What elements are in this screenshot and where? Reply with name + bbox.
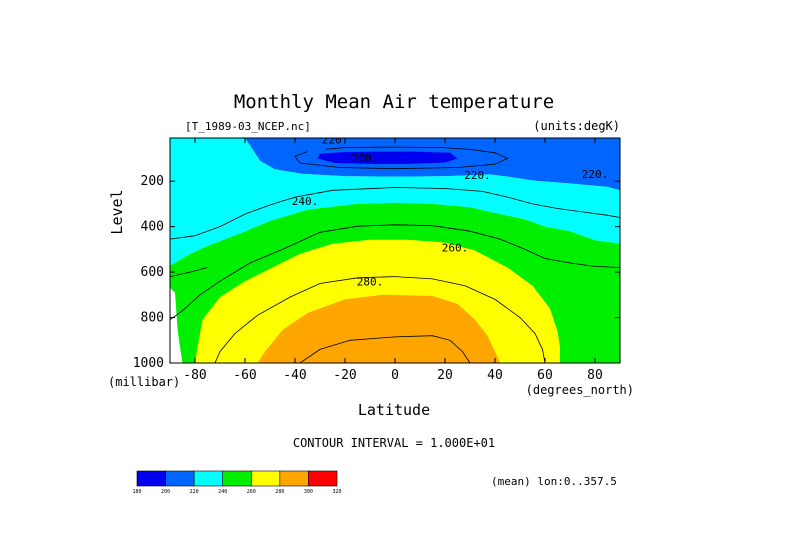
contour-lines [170,146,620,363]
contour-interval-text: CONTOUR INTERVAL = 1.000E+01 [293,436,495,450]
contour-band-200-220 [245,138,620,191]
x-tick-label: 60 [537,368,553,383]
mean-lon-text: (mean) lon:0..357.5 [491,475,617,488]
colorbar-label: 240 [218,489,227,495]
plot-area: 220.200.220. 220.240.260.280. [170,134,620,363]
x-tick-label: -60 [233,368,256,383]
colorbar-label: 260 [247,489,256,495]
contour-line-250-5 [170,267,208,277]
x-axis-label: Latitude [358,401,430,419]
x-tick-label: 80 [587,368,603,383]
x-units-label: (degrees_north) [526,383,634,397]
colorbar-swatch [308,470,338,487]
contour-label-1: 200. [352,152,379,165]
contour-line-230-0 [170,187,620,240]
contour-label-0: 220. [322,134,349,147]
y-tick-label: 600 [141,265,164,280]
colorbar-swatch [165,470,195,487]
colorbar-label: 180 [132,489,141,495]
x-tick-label: 0 [391,368,399,383]
colorbar-label: 280 [275,489,284,495]
filled-contour-bands [170,138,620,363]
contour-line-250-1 [170,224,620,321]
colorbar-swatch [222,470,252,487]
file-label: [T_1989-03_NCEP.nc] [185,120,311,133]
contour-line-290-3 [299,335,471,363]
units-label: (units:degK) [533,119,620,133]
colorbar: 180 200 220 240 260 280 300 320 [132,470,342,495]
colorbar-swatch [250,470,281,487]
y-axis-label: Level [108,189,126,234]
x-tick-label: -40 [283,368,306,383]
contour-label-4: 240. [292,195,319,208]
contour-label-6: 280. [357,276,384,289]
y-units-label: (millibar) [108,375,180,389]
x-axis: -80 -60 -40 -20 0 20 40 60 80 [183,138,603,383]
contour-label-5: 260. [442,242,469,255]
y-tick-label: 800 [141,311,164,326]
x-tick-label: 20 [437,368,453,383]
x-tick-label: -20 [333,368,356,383]
contour-label-3: 220. [582,168,609,181]
colorbar-label: 300 [304,489,313,495]
y-tick-label: 1000 [133,356,164,371]
colorbar-label: 320 [332,489,341,495]
colorbar-swatch [136,470,166,487]
x-tick-label: 40 [487,368,503,383]
colorbar-label: 220 [190,489,199,495]
y-axis: 200 400 600 800 1000 [133,174,620,371]
contour-line-210-4 [294,146,509,170]
colorbar-label: 200 [161,489,170,495]
chart-title: Monthly Mean Air temperature [234,91,554,113]
colorbar-swatch [193,470,224,487]
colorbar-swatch [279,470,309,487]
contour-band-280-290 [257,294,500,363]
contour-label-2: 220. [464,169,491,182]
x-tick-label: -80 [183,368,206,383]
contour-band-220-240 [170,138,620,266]
contour-band-180-200 [317,151,458,164]
contour-labels: 220.200.220. 220.240.260.280. [292,134,609,289]
y-tick-label: 200 [141,174,164,189]
y-tick-label: 400 [141,220,164,235]
contour-line-270-2 [214,276,546,363]
